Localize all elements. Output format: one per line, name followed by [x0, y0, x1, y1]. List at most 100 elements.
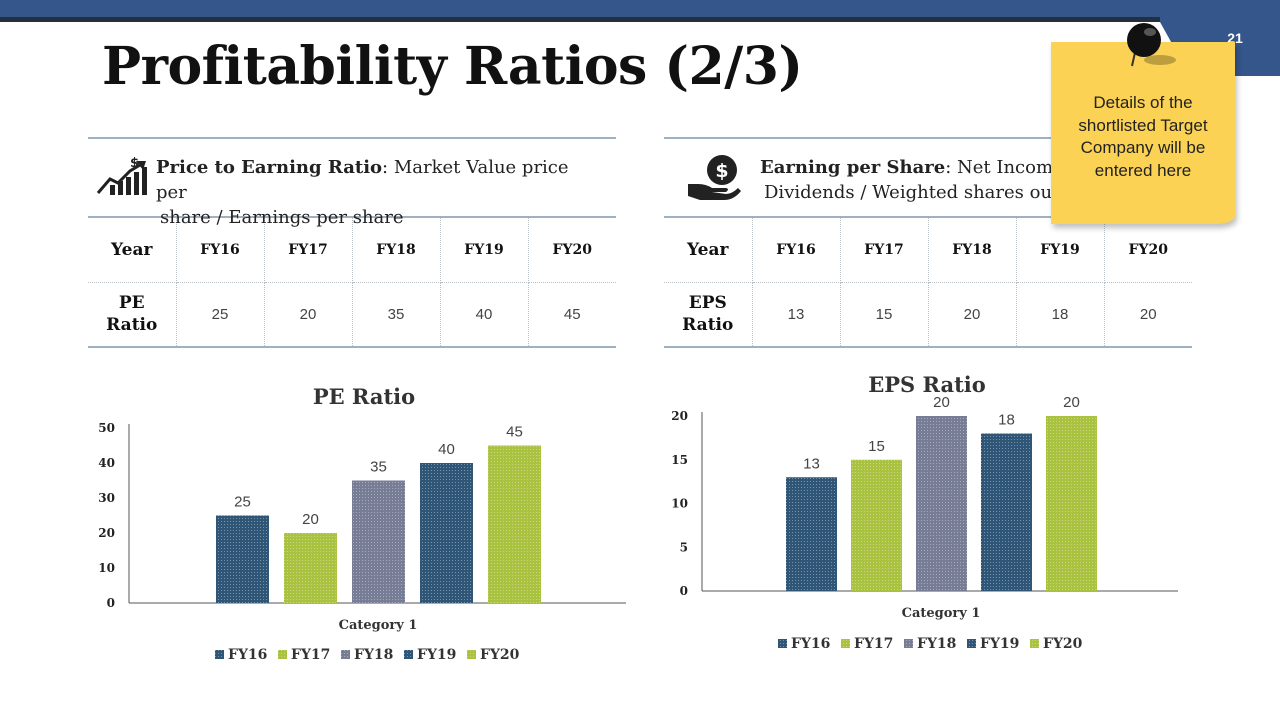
legend-swatch: [967, 639, 976, 648]
data-label: 20: [302, 511, 319, 528]
data-label: 20: [1063, 394, 1080, 411]
y-tick-label: 20: [671, 409, 688, 423]
table-cell: 15: [840, 282, 929, 346]
year-header: Year: [664, 218, 753, 283]
growth-chart-dollar-icon: $: [96, 157, 147, 195]
eps-ratio-header: $ Earning per Share: Net Income Dividend…: [664, 137, 1192, 218]
bar-fy16: [216, 515, 269, 603]
pe-ratio-desc-line1: : Market Value price per: [156, 157, 569, 203]
y-tick-label: 0: [680, 584, 688, 598]
bar-fy19: [981, 433, 1032, 591]
table-cell: 20: [264, 282, 353, 346]
eps-desc-line1: : Net Income: [945, 157, 1064, 178]
legend-label: FY17: [854, 636, 893, 652]
hand-dollar-icon: $: [688, 155, 741, 200]
row-label-line1: EPS: [688, 293, 727, 314]
bar-fy17: [284, 533, 337, 603]
sticky-note: Details of the shortlisted Target Compan…: [1051, 42, 1235, 224]
column-header: FY16: [176, 218, 265, 283]
legend-swatch: [904, 639, 913, 648]
pe-ratio-heading: Price to Earning Ratio: [156, 157, 383, 178]
table-divider: [664, 346, 1192, 348]
y-tick-label: 50: [98, 421, 115, 435]
bar-fy20: [1046, 416, 1097, 591]
y-tick-label: 40: [98, 456, 115, 470]
bar-fy20: [488, 445, 541, 603]
bar-fy19: [420, 463, 473, 603]
data-label: 25: [234, 494, 251, 511]
bar-fy18: [916, 416, 967, 591]
x-axis-title: Category 1: [902, 606, 981, 621]
pe-ratio-header: $ Price to Earning Ratio: Market Value p…: [88, 137, 616, 228]
bar-fy18: [352, 480, 405, 603]
eps-ratio-panel: $ Earning per Share: Net Income Dividend…: [664, 137, 1192, 348]
data-label: 40: [438, 441, 455, 458]
legend-label: FY19: [417, 647, 456, 663]
legend-label: FY19: [980, 636, 1019, 652]
y-tick-label: 0: [107, 596, 115, 610]
legend-label: FY20: [1043, 636, 1083, 652]
table-cell: 18: [1016, 282, 1105, 346]
eps-description: Earning per Share: Net Income Dividends …: [760, 155, 1202, 205]
data-label: 35: [370, 459, 387, 476]
legend-swatch: [778, 639, 787, 648]
pe-ratio-desc-line2: share / Earnings per share: [160, 207, 404, 228]
column-header: FY19: [440, 218, 529, 283]
table-header-row: Year FY16 FY17 FY18 FY19 FY20: [88, 218, 616, 283]
y-tick-label: 20: [98, 526, 115, 540]
pe-ratio-description: Price to Earning Ratio: Market Value pri…: [156, 155, 598, 230]
table-cell: 25: [176, 282, 265, 346]
legend-label: FY16: [791, 636, 830, 652]
table-cell: 20: [1139, 305, 1157, 323]
legend-label: FY16: [228, 647, 267, 663]
sticky-note-text: Details of the shortlisted Target Compan…: [1078, 93, 1208, 180]
table-cell: 45: [563, 305, 581, 323]
data-label: 15: [868, 438, 885, 455]
legend-label: FY17: [291, 647, 330, 663]
data-label: 13: [803, 455, 820, 472]
svg-text:$: $: [130, 157, 139, 171]
y-tick-label: 10: [98, 561, 115, 575]
legend-label: FY18: [354, 647, 393, 663]
push-pin-icon: [1127, 23, 1176, 67]
data-label: 18: [998, 412, 1015, 429]
table-row: PE Ratio 25 20 35 40 45: [88, 282, 616, 346]
pe-ratio-table: Year FY16 FY17 FY18 FY19 FY20 PE Ratio 2…: [88, 218, 616, 346]
bar-fy16: [786, 477, 837, 591]
pe-ratio-panel: $ Price to Earning Ratio: Market Value p…: [88, 137, 616, 348]
eps-ratio-chart: 0 5 10 15 20 13 15 20 18 20 Category 1 FY16 FY17 FY18…: [671, 394, 1178, 652]
legend-label: FY18: [917, 636, 956, 652]
row-label: PE Ratio: [88, 282, 177, 346]
legend-label: FY20: [480, 647, 520, 663]
svg-text:$: $: [715, 160, 728, 182]
column-header: FY16: [752, 218, 841, 283]
year-header: Year: [88, 218, 177, 283]
y-tick-label: 30: [98, 491, 115, 505]
legend-swatch: [404, 650, 413, 659]
table-header-row: Year FY16 FY17 FY18 FY19 FY20: [664, 218, 1192, 283]
eps-desc-line2: Dividends / Weighted shares ou: [764, 182, 1053, 203]
table-row: EPS Ratio 13 15 20 18 20: [664, 282, 1192, 346]
table-cell: 35: [352, 282, 441, 346]
column-header: FY19: [1016, 218, 1105, 283]
row-label-line2: Ratio: [682, 315, 734, 336]
eps-ratio-table: Year FY16 FY17 FY18 FY19 FY20 EPS Ratio …: [664, 218, 1192, 346]
y-tick-label: 15: [671, 453, 688, 467]
column-header: FY18: [352, 218, 441, 283]
column-header: FY20: [1104, 218, 1192, 283]
table-cell: 20: [928, 282, 1017, 346]
slide-title: Profitability Ratios (2/3): [102, 36, 803, 97]
row-label-line2: Ratio: [106, 315, 158, 336]
table-cell: 13: [752, 282, 841, 346]
data-label: 20: [933, 394, 950, 411]
row-label: EPS Ratio: [664, 282, 753, 346]
legend-swatch: [341, 650, 350, 659]
table-divider: [88, 346, 616, 348]
x-axis-title: Category 1: [339, 618, 418, 633]
column-header: FY18: [928, 218, 1017, 283]
legend-swatch: [278, 650, 287, 659]
column-header: FY20: [528, 218, 616, 283]
y-tick-label: 5: [680, 540, 688, 554]
data-label: 45: [506, 424, 523, 441]
top-banner: [0, 0, 1280, 17]
